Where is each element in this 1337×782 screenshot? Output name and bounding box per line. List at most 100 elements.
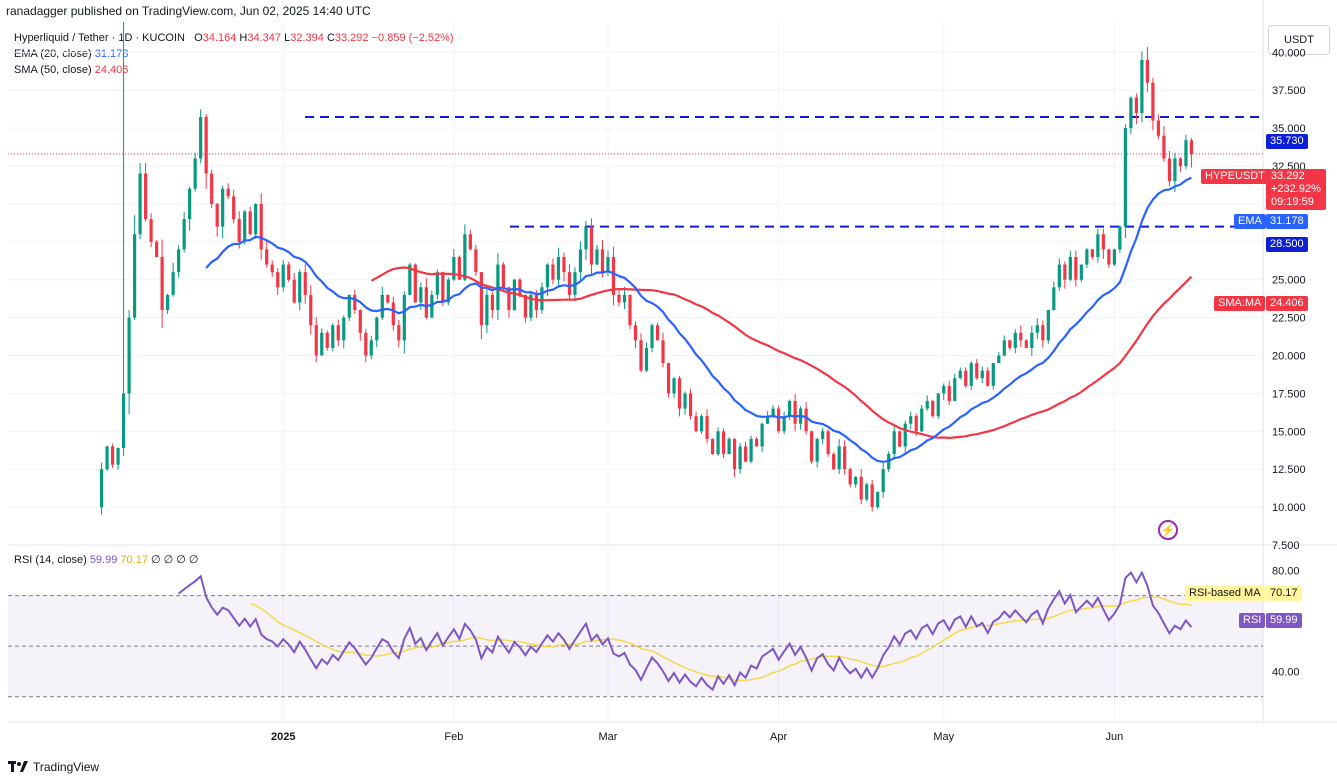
candle-body bbox=[650, 325, 654, 348]
candle-body bbox=[215, 203, 219, 227]
candle-body bbox=[716, 431, 720, 455]
candle-body bbox=[661, 340, 665, 364]
candle-body bbox=[942, 385, 946, 394]
candle-body bbox=[1096, 234, 1100, 257]
rsi-ma-line bbox=[249, 596, 1192, 682]
candle-body bbox=[1129, 97, 1133, 129]
candle-body bbox=[551, 264, 555, 280]
candle-body bbox=[1068, 256, 1072, 280]
publisher-line: ranadagger published on TradingView.com,… bbox=[6, 4, 371, 18]
candle-body bbox=[160, 256, 164, 311]
candle-body bbox=[331, 325, 335, 348]
candle-body bbox=[463, 234, 467, 280]
candle-body bbox=[133, 234, 137, 318]
candle-body bbox=[975, 363, 979, 379]
candle-body bbox=[386, 294, 390, 303]
candle-body bbox=[760, 423, 764, 447]
price-tick-label: 22.500 bbox=[1272, 313, 1306, 325]
sma-line bbox=[370, 266, 1193, 440]
candle-body bbox=[837, 446, 841, 470]
ema-legend[interactable]: EMA (20, close) 31.178 bbox=[14, 47, 128, 61]
candle-body bbox=[441, 272, 445, 303]
candle-body bbox=[1118, 226, 1122, 250]
candle-body bbox=[848, 469, 852, 485]
candle-body bbox=[303, 272, 307, 295]
candle-body bbox=[221, 188, 225, 227]
candle-body bbox=[578, 249, 583, 273]
candle-body bbox=[452, 256, 456, 280]
candle-body bbox=[320, 332, 324, 356]
candle-body bbox=[177, 249, 181, 273]
level-high-tag: 35.730 bbox=[1266, 134, 1308, 149]
candle-body bbox=[413, 264, 417, 303]
ema-price-tag: 31.178 bbox=[1266, 214, 1308, 229]
candle-body bbox=[457, 256, 461, 280]
candle-body bbox=[364, 332, 368, 356]
lightning-icon[interactable]: ⚡ bbox=[1158, 520, 1178, 540]
candle-body bbox=[573, 272, 577, 295]
candle-body bbox=[529, 294, 533, 318]
candle-body bbox=[556, 256, 561, 280]
price-tick-label: 37.500 bbox=[1272, 85, 1306, 97]
candle-body bbox=[138, 173, 142, 235]
sma-legend-label: SMA (50, close) bbox=[14, 64, 92, 76]
time-axis: 2025 Feb Mar Apr May Jun bbox=[271, 731, 1123, 743]
candle-body bbox=[309, 294, 313, 326]
ema-tag: EMA bbox=[1234, 214, 1266, 229]
sma-legend[interactable]: SMA (50, close) 24.406 bbox=[14, 63, 128, 77]
candle-body bbox=[617, 294, 621, 303]
footer-brand[interactable]: TradingView bbox=[8, 760, 99, 774]
chart-grid bbox=[8, 0, 1337, 723]
candle-body bbox=[1002, 340, 1006, 356]
candle-body bbox=[870, 484, 874, 508]
low-label: L bbox=[284, 32, 291, 44]
candle-body bbox=[402, 294, 406, 341]
candle-body bbox=[865, 484, 869, 500]
symbol-tag: HYPEUSDT bbox=[1201, 169, 1269, 184]
rsi-legend-label: RSI (14, close) bbox=[14, 554, 87, 566]
candle-body bbox=[1178, 158, 1183, 167]
rsi-tick-label: 80.00 bbox=[1272, 565, 1300, 577]
candle-body bbox=[1041, 325, 1045, 341]
candle-body bbox=[1167, 158, 1172, 182]
candle-body bbox=[1151, 82, 1155, 121]
candle-body bbox=[683, 393, 687, 409]
candle-body bbox=[342, 317, 346, 341]
time-tick-label: Jun bbox=[1106, 731, 1124, 743]
candle-body bbox=[1035, 325, 1039, 333]
high-value: 34.347 bbox=[247, 32, 282, 44]
candle-body bbox=[925, 400, 929, 409]
candle-body bbox=[854, 476, 858, 485]
rsi-ma-tag: RSI-based MA bbox=[1185, 586, 1265, 601]
candle-body bbox=[270, 264, 274, 273]
rsi-price-tag: 59.99 bbox=[1266, 613, 1302, 628]
last-price-change: +232.92% bbox=[1271, 183, 1321, 195]
time-tick-label: Apr bbox=[770, 731, 787, 743]
candle-body bbox=[710, 438, 715, 455]
candle-body bbox=[600, 249, 605, 273]
candle-body bbox=[639, 340, 643, 371]
rsi-ma-price-tag: 70.17 bbox=[1266, 586, 1302, 601]
candle-body bbox=[474, 249, 478, 273]
candle-body bbox=[171, 272, 175, 295]
candle-body bbox=[1024, 340, 1028, 348]
candle-body bbox=[204, 117, 208, 174]
rsi-tick-label: 40.00 bbox=[1272, 666, 1300, 678]
rsi-ma-legend-value: 70.17 bbox=[120, 554, 148, 566]
rsi-legend[interactable]: RSI (14, close) 59.99 70.17 ∅ ∅ ∅ ∅ bbox=[14, 553, 199, 567]
candle-body bbox=[1074, 256, 1078, 280]
candle-body bbox=[199, 117, 203, 159]
currency-button[interactable]: USDT bbox=[1268, 25, 1330, 55]
horizontal-levels bbox=[8, 116, 1263, 228]
candle-body bbox=[166, 294, 170, 311]
candle-body bbox=[1013, 332, 1017, 348]
symbol-legend: Hyperliquid / Tether · 1D · KUCOIN O34.1… bbox=[14, 31, 454, 45]
ema-legend-value: 31.178 bbox=[94, 48, 129, 60]
candle-body bbox=[155, 241, 159, 257]
candle-body bbox=[964, 370, 968, 386]
bar-countdown: 09:19:59 bbox=[1271, 196, 1314, 208]
candle-body bbox=[562, 256, 566, 273]
candle-body bbox=[1112, 249, 1116, 265]
candle-body bbox=[144, 173, 148, 220]
